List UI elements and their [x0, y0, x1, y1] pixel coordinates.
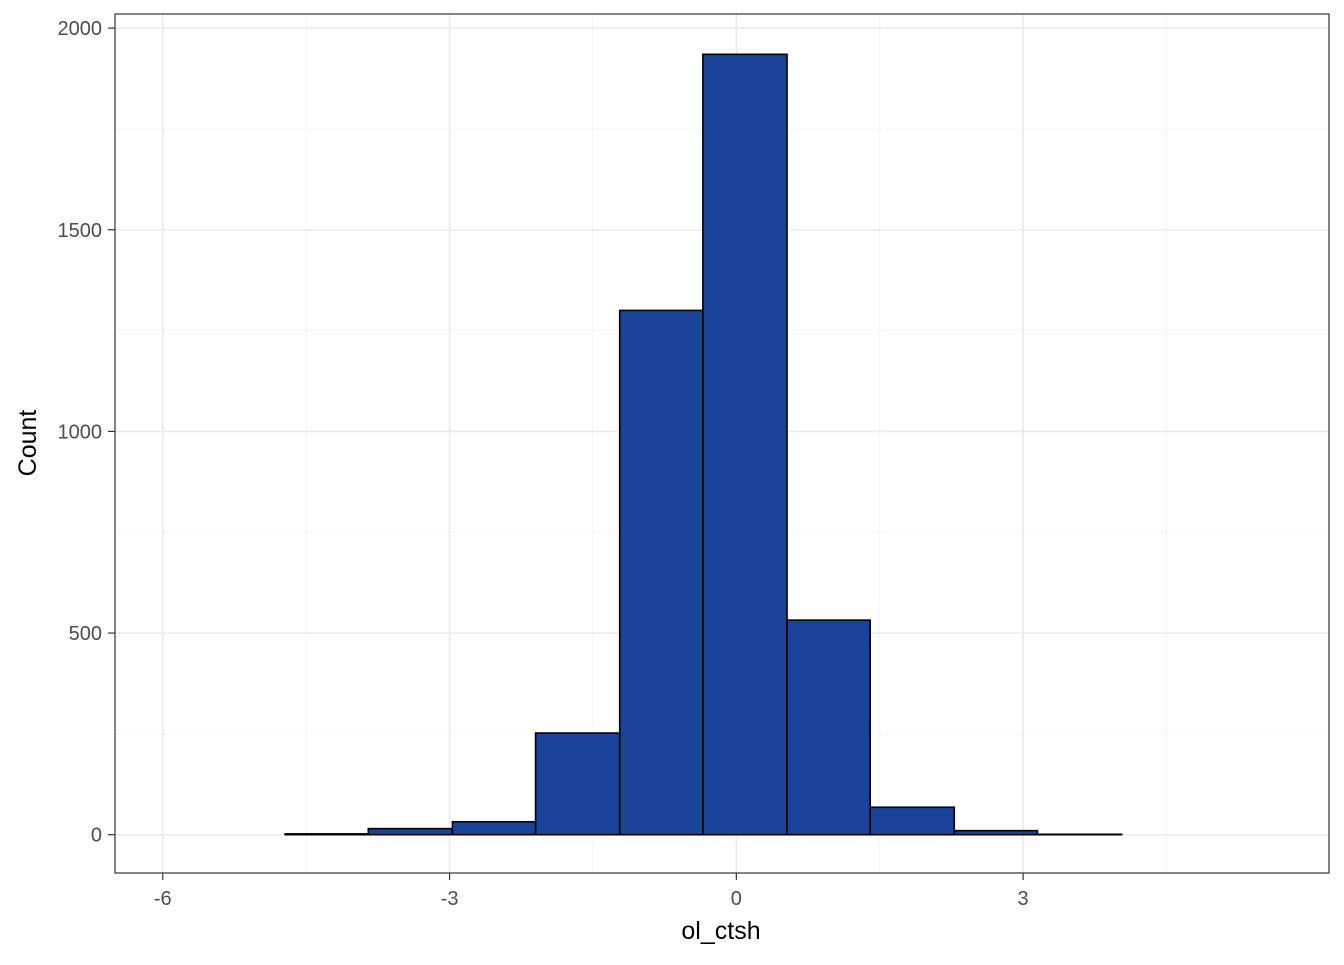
histogram-bar-3	[368, 829, 452, 835]
x-tick-label: -3	[441, 888, 459, 910]
x-tick-label: -6	[154, 888, 172, 910]
histogram-bar-6	[620, 310, 703, 834]
histogram-bar-2	[285, 834, 368, 835]
y-tick-label: 1500	[58, 220, 103, 242]
histogram-bar-4	[452, 822, 535, 835]
histogram-bar-10	[954, 831, 1037, 835]
histogram-bars	[285, 54, 1121, 834]
y-tick-label: 2000	[58, 18, 103, 40]
y-tick-label: 500	[69, 623, 102, 645]
y-tick-label: 1000	[58, 421, 103, 443]
x-tick-label: 3	[1018, 888, 1029, 910]
x-tick-label: 0	[731, 888, 742, 910]
x-axis: -6 -3 0 3	[154, 873, 1029, 910]
histogram-bar-8	[787, 620, 870, 835]
y-axis: 0 500 1000 1500 2000	[58, 18, 116, 847]
histogram-bar-9	[870, 807, 954, 834]
histogram-bar-5	[536, 733, 620, 835]
y-axis-title: Count	[14, 410, 42, 477]
x-axis-title: ol_ctsh	[681, 917, 760, 945]
y-tick-label: 0	[91, 825, 102, 847]
histogram-bar-7	[703, 54, 787, 834]
